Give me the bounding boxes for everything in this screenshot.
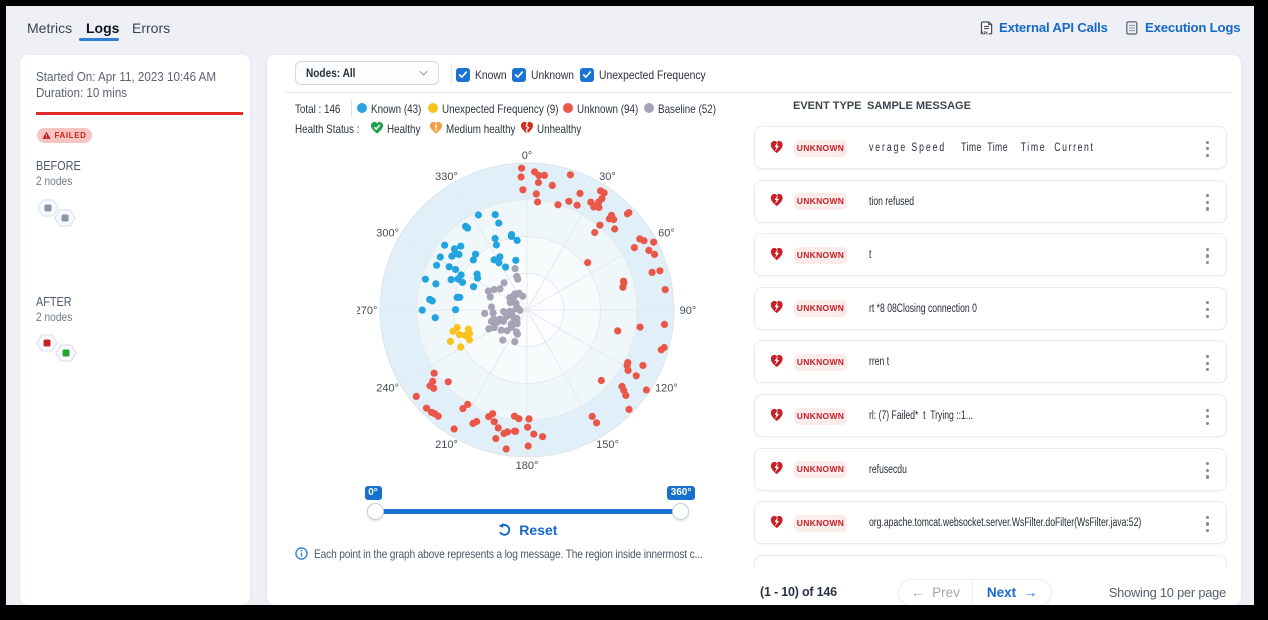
svg-text:300°: 300° — [376, 228, 399, 240]
svg-text:0°: 0° — [522, 150, 533, 162]
svg-text:60°: 60° — [658, 228, 675, 240]
svg-text:120°: 120° — [655, 383, 678, 395]
svg-text:210°: 210° — [435, 439, 458, 451]
svg-text:API: API — [980, 30, 987, 34]
svg-text:330°: 330° — [435, 171, 458, 183]
svg-text:270°: 270° — [357, 305, 377, 317]
svg-text:90°: 90° — [680, 305, 697, 317]
svg-text:240°: 240° — [376, 383, 399, 395]
svg-text:180°: 180° — [516, 460, 539, 472]
svg-text:150°: 150° — [596, 439, 619, 451]
svg-text:30°: 30° — [599, 171, 616, 183]
